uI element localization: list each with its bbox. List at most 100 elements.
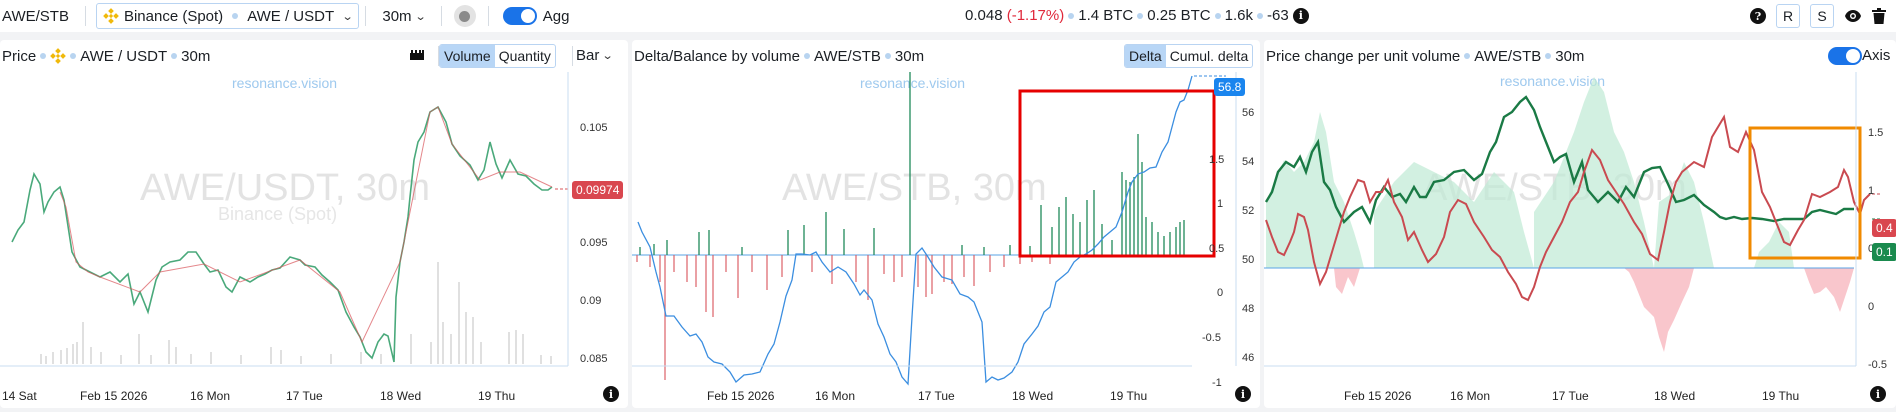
chevron-down-icon: ⌄ (414, 10, 427, 23)
pair-label: AWE / USDT (247, 7, 335, 25)
y-tick: 0.09 (580, 295, 602, 307)
x-tick: 18 Wed (1012, 389, 1054, 403)
divider (438, 46, 439, 66)
y-left-tick: -1 (1212, 377, 1222, 389)
x-tick: 16 Mon (1450, 389, 1491, 403)
separator-dot (1257, 12, 1264, 19)
stat-change: (-1.17%) (1006, 7, 1065, 24)
chart-type-select[interactable]: Bar ⌄ (576, 47, 614, 64)
exchange-pair-select[interactable]: Binance (Spot) AWE / USDT ⌄ (95, 3, 360, 29)
volume-option[interactable]: Volume (440, 45, 495, 67)
divider (440, 6, 442, 26)
y-tick: 0 (1868, 301, 1875, 313)
agg-toggle[interactable] (502, 7, 537, 25)
pcv-chart[interactable]: resonance.vision AWE/STB, 30m (1264, 72, 1896, 408)
pcv-panel: Price change per unit volume AWE/STB 30m… (1264, 40, 1896, 408)
panel-timeframe: 30m (1555, 47, 1585, 65)
red-last-tag: 0.4 (1872, 219, 1896, 237)
info-icon[interactable]: i (1292, 7, 1309, 24)
x-tick: 17 Tue (286, 389, 323, 403)
info-icon[interactable]: i (1870, 386, 1886, 402)
brand-watermark: resonance.vision (1500, 73, 1605, 89)
y-left-tick: 0.5 (1209, 243, 1225, 255)
axis-label: Axis (1862, 47, 1891, 64)
cumul-delta-option[interactable]: Cumul. delta (1169, 48, 1249, 64)
y-tick: -0.5 (1868, 359, 1887, 371)
y-tick: 0.085 (580, 353, 608, 365)
chart-watermark-sub: Binance (Spot) (218, 204, 337, 224)
panel-title: Price change per unit volume (1266, 47, 1461, 65)
divider (365, 6, 367, 26)
chevron-down-icon: ⌄ (601, 50, 614, 62)
delta-chart[interactable]: resonance.vision AWE/STB, 30m (632, 72, 1260, 408)
y-right-tick: 48 (1242, 303, 1255, 315)
eye-icon[interactable] (1844, 9, 1862, 23)
delta-panel: Delta/Balance by volume AWE/STB 30m Delt… (632, 40, 1260, 408)
separator-dot (171, 53, 178, 59)
timeframe-select[interactable]: 30m ⌄ (372, 8, 434, 25)
separator-dot (1545, 53, 1552, 59)
panel-pair: AWE / USDT (80, 47, 168, 65)
panel-header: Price AWE / USDT 30m Volume Quantity Bar… (0, 40, 628, 72)
brand-watermark: resonance.vision (232, 75, 337, 91)
record-button[interactable] (453, 5, 476, 27)
separator-dot (884, 53, 891, 59)
panel-header: Price change per unit volume AWE/STB 30m… (1264, 40, 1896, 72)
trash-icon[interactable] (1872, 8, 1886, 24)
x-tick: Feb 15 2026 (80, 389, 148, 403)
brand-watermark: resonance.vision (860, 75, 965, 91)
x-tick: 19 Thu (478, 389, 516, 403)
y-right-tick: 52 (1242, 205, 1255, 217)
info-icon[interactable]: i (1235, 386, 1251, 402)
x-tick: 19 Thu (1110, 389, 1148, 403)
volume-quantity-toggle: Volume Quantity (439, 44, 556, 68)
y-right-tick: 46 (1242, 352, 1255, 364)
divider (84, 6, 86, 26)
price-chart[interactable]: resonance.vision AWE/USDT, 30m Binance (… (0, 72, 628, 408)
y-right-tick: 56 (1242, 107, 1255, 119)
stat-delta: -63 (1267, 7, 1289, 24)
timeframe-label: 30m (382, 7, 412, 25)
ruler-icon[interactable] (410, 50, 424, 60)
panel-title: Price (2, 47, 37, 65)
panel-timeframe: 30m (181, 47, 211, 65)
y-left-tick: 1 (1217, 198, 1224, 210)
s-button[interactable]: S (1810, 4, 1834, 28)
stat-volume2-btc: 0.25 BTC (1147, 7, 1211, 24)
x-tick: Feb 15 2026 (1344, 389, 1412, 403)
highlight-box-red (1018, 89, 1216, 258)
separator-dot (1137, 12, 1144, 19)
market-stats: 0.048 (-1.17%) 1.4 BTC 0.25 BTC 1.6k -63… (965, 7, 1309, 24)
x-tick: 19 Thu (1762, 389, 1800, 403)
separator-dot (40, 53, 47, 59)
x-tick: 17 Tue (1552, 389, 1589, 403)
axis-toggle[interactable] (1828, 47, 1862, 65)
y-tick: 1.5 (1868, 127, 1884, 139)
y-right-tick: 54 (1242, 156, 1255, 168)
x-tick: 18 Wed (380, 389, 422, 403)
binance-icon (103, 8, 119, 24)
highlight-box-orange (1748, 126, 1862, 260)
y-left-tick: 0 (1217, 287, 1224, 299)
right-toolbar: ? R S (1750, 4, 1886, 28)
quantity-option[interactable]: Quantity (498, 48, 551, 64)
separator-dot (803, 53, 810, 59)
panel-header: Delta/Balance by volume AWE/STB 30m Delt… (632, 40, 1260, 72)
help-icon[interactable]: ? (1750, 8, 1766, 24)
last-price-tag: 0.09974 (572, 181, 624, 199)
stat-trades: 1.6k (1224, 7, 1254, 24)
exchange-label: Binance (Spot) (123, 7, 224, 25)
y-left-tick: -0.5 (1202, 332, 1221, 344)
agg-label: Agg (542, 7, 570, 25)
separator-dot (1068, 12, 1075, 19)
info-icon[interactable]: i (603, 386, 619, 402)
y-right-tick: 50 (1242, 254, 1255, 266)
delta-mode-toggle: Delta Cumul. delta (1124, 44, 1254, 68)
x-tick: 17 Tue (918, 389, 955, 403)
y-tick: 0.095 (580, 237, 608, 249)
panel-symbol: AWE/STB (1474, 47, 1542, 65)
r-button[interactable]: R (1776, 4, 1800, 28)
separator-dot (1464, 53, 1471, 59)
delta-option[interactable]: Delta (1125, 45, 1166, 67)
symbol-label: AWE/STB (2, 7, 69, 25)
